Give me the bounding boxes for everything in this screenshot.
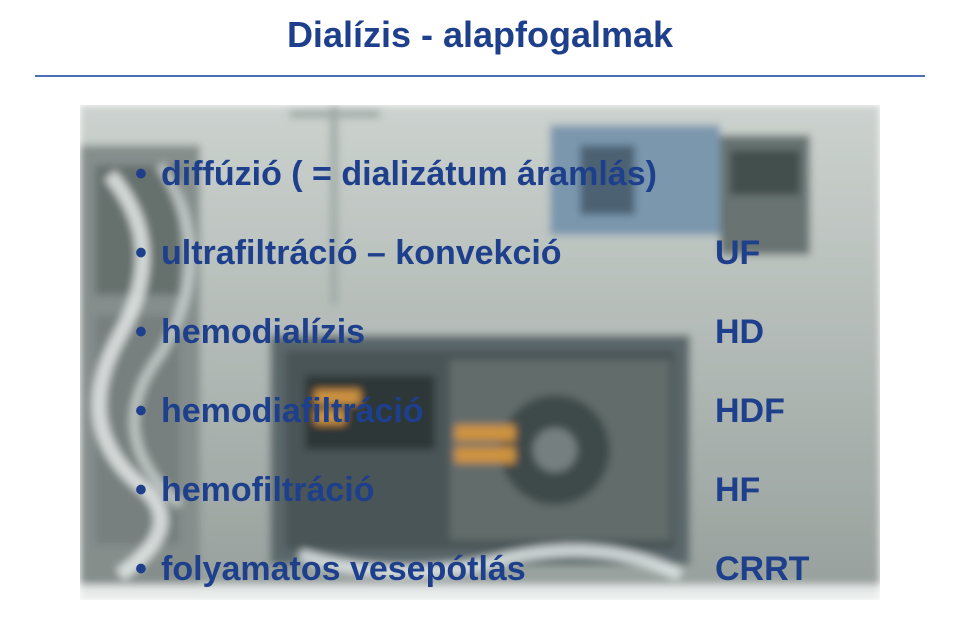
bullet-icon: • [135,392,161,431]
content-area: •diffúzió ( = dializátum áramlás)•ultraf… [135,155,855,620]
content-row: •hemodialízisHD [135,313,855,352]
bullet-icon: • [135,155,161,194]
bullet-icon: • [135,313,161,352]
bullet-icon: • [135,550,161,589]
bullet-icon: • [135,234,161,273]
content-row: •hemodiafiltrációHDF [135,392,855,431]
content-row: •ultrafiltráció – konvekcióUF [135,234,855,273]
row-term: hemodiafiltráció [161,392,715,431]
title-underline [35,75,925,77]
row-term: hemofiltráció [161,471,715,510]
slide: Dialízis - alapfogalmak •diffúzió ( = di… [0,0,960,620]
content-row: •folyamatos vesepótlásCRRT [135,550,855,589]
content-row: •diffúzió ( = dializátum áramlás) [135,155,855,194]
row-abbrev: HF [715,471,855,510]
bullet-icon: • [135,471,161,510]
row-term: diffúzió ( = dializátum áramlás) [161,155,715,194]
row-abbrev: CRRT [715,550,855,589]
slide-title: Dialízis - alapfogalmak [0,14,960,56]
row-abbrev: HD [715,313,855,352]
row-abbrev: HDF [715,392,855,431]
row-term: hemodialízis [161,313,715,352]
row-abbrev: UF [715,234,855,273]
row-term: folyamatos vesepótlás [161,550,715,589]
row-term: ultrafiltráció – konvekció [161,234,715,273]
content-row: •hemofiltrációHF [135,471,855,510]
